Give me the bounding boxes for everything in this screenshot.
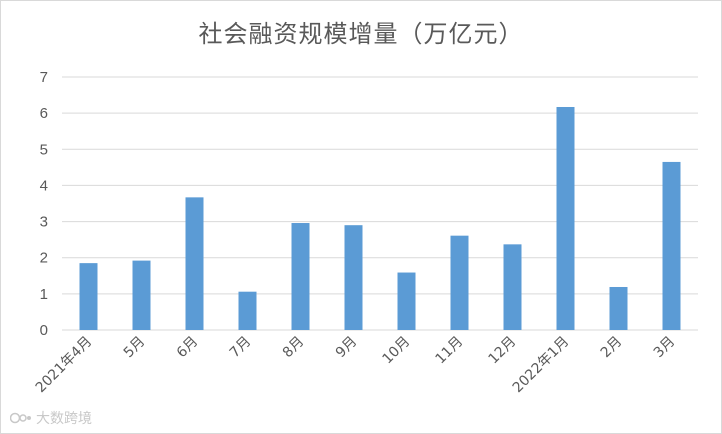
x-tick-label: 10月 (380, 334, 414, 368)
y-tick-label: 4 (40, 177, 48, 194)
bar (79, 263, 98, 330)
bar (450, 235, 469, 330)
bar (397, 272, 416, 330)
bar (609, 286, 628, 330)
y-tick-label: 6 (40, 105, 48, 122)
y-tick-label: 2 (40, 250, 48, 267)
y-tick-label: 7 (40, 69, 48, 86)
x-tick-label: 7月 (227, 334, 255, 362)
bar (344, 225, 363, 330)
x-tick-label: 12月 (486, 334, 520, 368)
gridlines (62, 76, 698, 331)
watermark-logo-icon (10, 411, 32, 425)
bar (185, 197, 204, 330)
bar (662, 161, 681, 330)
y-tick-label: 0 (40, 322, 48, 339)
watermark-text: 大数跨境 (36, 411, 92, 427)
bar (503, 244, 522, 330)
bar-series (79, 106, 681, 331)
y-tick-label: 3 (40, 214, 48, 231)
bar (238, 291, 257, 330)
bar (291, 223, 310, 330)
x-tick-label: 2021年4月 (33, 334, 96, 397)
x-tick-label: 6月 (174, 334, 202, 362)
y-axis-ticks: 0 1 2 3 4 5 6 7 (40, 69, 48, 339)
x-tick-label: 2月 (598, 334, 626, 362)
x-tick-label: 3月 (651, 334, 679, 362)
x-tick-label: 5月 (121, 334, 149, 362)
bar (556, 106, 575, 331)
x-tick-label: 11月 (433, 334, 467, 368)
x-tick-label: 9月 (333, 334, 361, 362)
y-tick-label: 5 (40, 141, 48, 158)
y-tick-label: 1 (40, 286, 48, 303)
watermark: 大数跨境 (10, 408, 92, 428)
chart-title: 社会融资规模增量（万亿元） (198, 20, 524, 48)
x-tick-label: 8月 (280, 334, 308, 362)
x-tick-label: 2022年1月 (510, 334, 573, 397)
bar (132, 260, 151, 330)
